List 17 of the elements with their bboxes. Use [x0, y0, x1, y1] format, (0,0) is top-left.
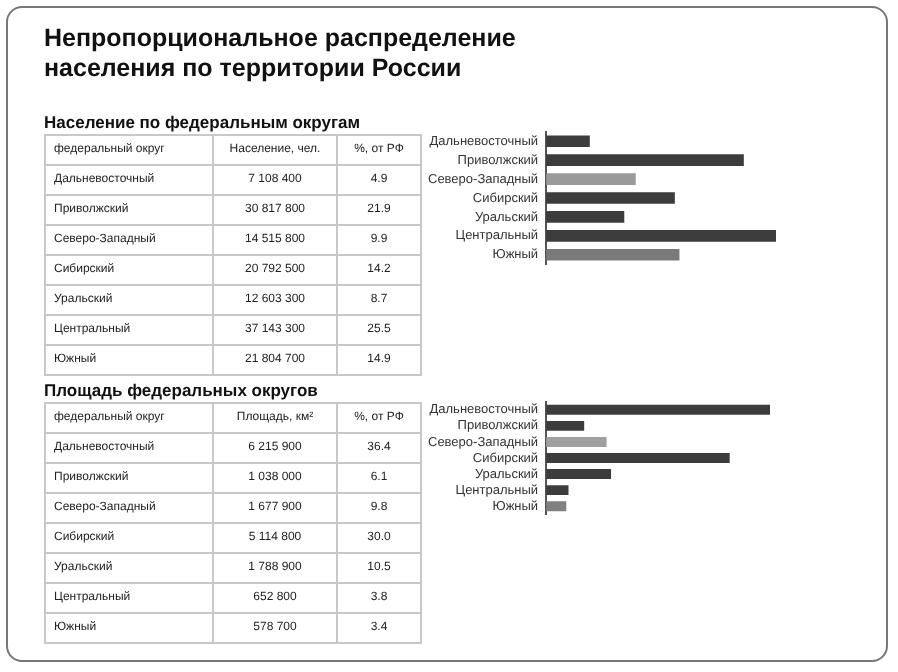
bar — [546, 173, 636, 185]
bar — [546, 211, 625, 223]
bar — [546, 404, 770, 415]
bar — [546, 436, 607, 447]
bar — [546, 453, 730, 463]
bar — [546, 469, 612, 480]
text: Площадь федеральных округов — [44, 380, 320, 402]
bar — [546, 485, 569, 496]
bar — [546, 501, 567, 512]
text: Непропорциональное распределение населения по территории России — [44, 24, 518, 84]
bar — [546, 192, 675, 204]
text: Население по федеральным округам — [44, 112, 363, 134]
bar — [546, 420, 585, 431]
bar — [546, 135, 590, 148]
bar — [546, 229, 776, 242]
bar — [546, 248, 680, 261]
bar — [546, 154, 744, 167]
